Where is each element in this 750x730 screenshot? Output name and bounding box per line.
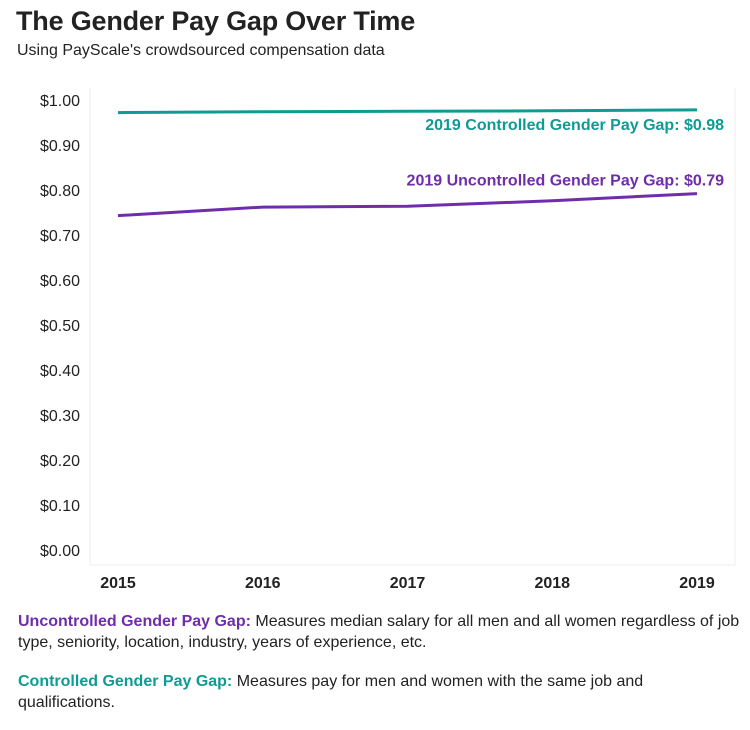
chart-subtitle: Using PayScale's crowdsourced compensati… (17, 42, 385, 59)
y-tick-label: $0.30 (40, 408, 80, 425)
uncontrolled-description: Measures median salary for all men and a… (18, 613, 740, 651)
y-tick-label: $0.10 (40, 498, 80, 515)
uncontrolled-series-line (117, 192, 698, 218)
controlled-definition: Controlled Gender Pay Gap: Measures pay … (18, 671, 743, 713)
controlled-series-line (117, 108, 698, 115)
uncontrolled-term: Uncontrolled Gender Pay Gap: (18, 613, 251, 630)
y-tick-label: $0.60 (40, 273, 80, 290)
uncontrolled-definition: Uncontrolled Gender Pay Gap: Measures me… (18, 611, 743, 653)
series-annotations: 2019 Controlled Gender Pay Gap: $0.98 201… (407, 117, 725, 190)
uncontrolled-annotation: 2019 Uncontrolled Gender Pay Gap: $0.79 (407, 173, 725, 190)
x-tick-label: 2018 (534, 575, 570, 592)
y-axis-ticks: $0.00 $0.10 $0.20 $0.30 $0.40 $0.50 $0.60 $0.70… (40, 93, 80, 560)
chart-title: The Gender Pay Gap Over Time (16, 6, 416, 36)
controlled-term: Controlled Gender Pay Gap: (18, 673, 233, 690)
x-tick-label: 2015 (100, 575, 136, 592)
y-tick-label: $0.80 (40, 183, 80, 200)
y-tick-label: $0.00 (40, 543, 80, 560)
y-tick-label: $0.40 (40, 363, 80, 380)
controlled-annotation: 2019 Controlled Gender Pay Gap: $0.98 (425, 117, 724, 134)
x-axis-ticks: 2015 2016 2017 2018 2019 (100, 575, 715, 592)
y-tick-label: $0.50 (40, 318, 80, 335)
x-tick-label: 2019 (679, 575, 715, 592)
plot-frame (89, 88, 736, 566)
line-chart: $0.00 $0.10 $0.20 $0.30 $0.40 $0.50 $0.60 $0.70… (40, 88, 736, 592)
y-tick-label: $1.00 (40, 93, 80, 110)
series-lines (117, 108, 698, 218)
x-tick-label: 2016 (245, 575, 281, 592)
y-tick-label: $0.90 (40, 138, 80, 155)
y-tick-label: $0.70 (40, 228, 80, 245)
y-tick-label: $0.20 (40, 453, 80, 470)
x-tick-label: 2017 (390, 575, 426, 592)
controlled-description: Measures pay for men and women with the … (18, 673, 644, 711)
